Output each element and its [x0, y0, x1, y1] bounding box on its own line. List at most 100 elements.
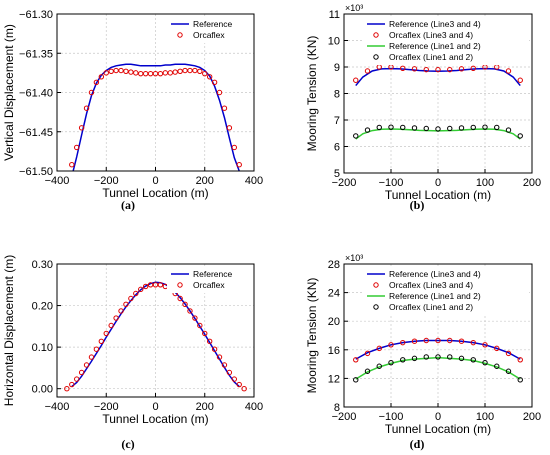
x-axis-label: Tunnel Location (m)	[385, 422, 491, 436]
x-tick-label: −200	[94, 401, 119, 413]
data-point-d-1	[364, 350, 371, 357]
legend-box	[363, 267, 529, 315]
data-point-a-1	[133, 70, 139, 76]
data-point-a-1	[123, 68, 129, 75]
caption-b: (b)	[410, 198, 425, 212]
y-tick-label: 0.20	[32, 301, 53, 313]
data-point-b-3	[470, 124, 476, 131]
data-point-d-3	[505, 368, 512, 374]
legend-swatch-marker	[373, 54, 379, 60]
data-point-d-3	[482, 359, 488, 366]
axis-multiplier: ×10³	[345, 3, 363, 13]
data-point-b-1	[400, 65, 406, 72]
y-tick-label: 12	[328, 373, 340, 385]
axis-multiplier: ×10³	[345, 253, 363, 263]
x-axis-label: Tunnel Location (m)	[102, 186, 208, 200]
data-point-c-1	[231, 376, 238, 382]
data-point-c-1	[152, 282, 159, 288]
data-point-a-1	[211, 79, 218, 86]
data-point-d-1	[494, 345, 500, 352]
data-point-b-3	[423, 125, 429, 132]
data-point-d-3	[458, 355, 465, 362]
x-tick-label: 200	[523, 411, 541, 423]
y-tick-label: 0.30	[32, 259, 53, 271]
y-tick-label: 20	[328, 316, 340, 328]
y-tick-label: 16	[328, 345, 340, 357]
data-point-a-1	[187, 67, 193, 74]
data-point-a-1	[172, 69, 178, 75]
data-point-d-3	[388, 359, 394, 366]
data-point-c-1	[98, 338, 105, 345]
data-point-a-1	[226, 125, 233, 131]
data-point-a-1	[78, 125, 85, 131]
x-tick-label: −200	[94, 175, 119, 187]
data-point-c-1	[108, 322, 114, 329]
data-point-c-1	[241, 385, 247, 392]
legend-swatch-marker	[373, 32, 379, 38]
data-point-a-1	[157, 70, 164, 77]
data-point-a-1	[192, 67, 198, 74]
data-point-b-3	[458, 125, 465, 131]
data-point-a-1	[98, 74, 105, 80]
data-point-b-1	[411, 66, 418, 72]
data-point-d-1	[505, 350, 512, 357]
data-point-d-3	[447, 354, 453, 360]
data-point-b-3	[447, 125, 453, 132]
data-point-d-3	[376, 363, 382, 369]
x-tick-label: 0	[152, 401, 158, 413]
data-point-d-1	[517, 357, 523, 363]
data-point-c-1	[74, 376, 80, 382]
legend-entry: Reference	[193, 269, 232, 279]
data-point-d-1	[470, 339, 476, 346]
legend-swatch-marker	[373, 304, 379, 310]
legend-swatch-marker	[177, 282, 183, 288]
x-tick-label: 200	[196, 175, 214, 187]
y-tick-label: −61.30	[19, 9, 53, 21]
data-point-b-1	[435, 66, 441, 73]
x-tick-label: 400	[245, 175, 263, 187]
x-tick-label: 0	[435, 411, 441, 423]
data-point-c-1	[147, 282, 154, 288]
data-point-b-3	[364, 127, 371, 133]
x-tick-label: −200	[332, 177, 357, 189]
data-point-c-1	[113, 315, 119, 321]
legend-entry: Reference (Line3 and 4)	[389, 19, 481, 29]
data-point-a-1	[202, 70, 208, 77]
legend-entry: Orcaflex	[193, 30, 225, 40]
data-point-b-1	[423, 66, 429, 73]
y-tick-label: 9	[334, 62, 340, 74]
data-point-a-1	[69, 162, 75, 168]
data-point-c-1	[216, 354, 223, 360]
x-tick-label: −400	[45, 401, 70, 413]
data-point-d-1	[447, 337, 453, 344]
panel-b: −200 −100 0 100 200 5 6 7 8 9 10 11 Tunnel Location …	[305, 3, 541, 202]
y-tick-label: 7	[334, 115, 340, 127]
data-point-d-3	[353, 377, 359, 383]
data-point-c-1	[182, 301, 188, 308]
data-point-b-3	[353, 133, 359, 139]
data-point-a-1	[206, 74, 213, 80]
data-point-d-3	[494, 363, 500, 369]
y-tick-label: −61.35	[19, 48, 53, 60]
data-point-a-1	[177, 68, 183, 75]
data-point-a-1	[236, 162, 242, 168]
data-point-c-1	[118, 308, 124, 314]
data-point-b-1	[458, 66, 465, 72]
data-point-d-3	[364, 368, 371, 374]
x-tick-label: −200	[332, 411, 357, 423]
x-tick-label: 0	[152, 175, 158, 187]
data-point-c-1	[206, 338, 213, 345]
x-tick-label: 100	[476, 177, 494, 189]
x-tick-label: 400	[245, 401, 263, 413]
data-point-b-1	[505, 68, 512, 74]
data-point-c-1	[211, 346, 218, 352]
data-point-c-1	[83, 362, 90, 368]
legend-swatch-marker	[177, 32, 183, 38]
data-point-b-1	[470, 65, 476, 72]
y-tick-label: 8	[334, 402, 340, 414]
data-point-a-1	[231, 144, 238, 151]
data-point-b-3	[388, 124, 394, 130]
y-axis-label: Mooring Tension (KN)	[305, 36, 319, 152]
data-point-c-1	[197, 322, 203, 329]
data-point-c-1	[88, 354, 95, 360]
